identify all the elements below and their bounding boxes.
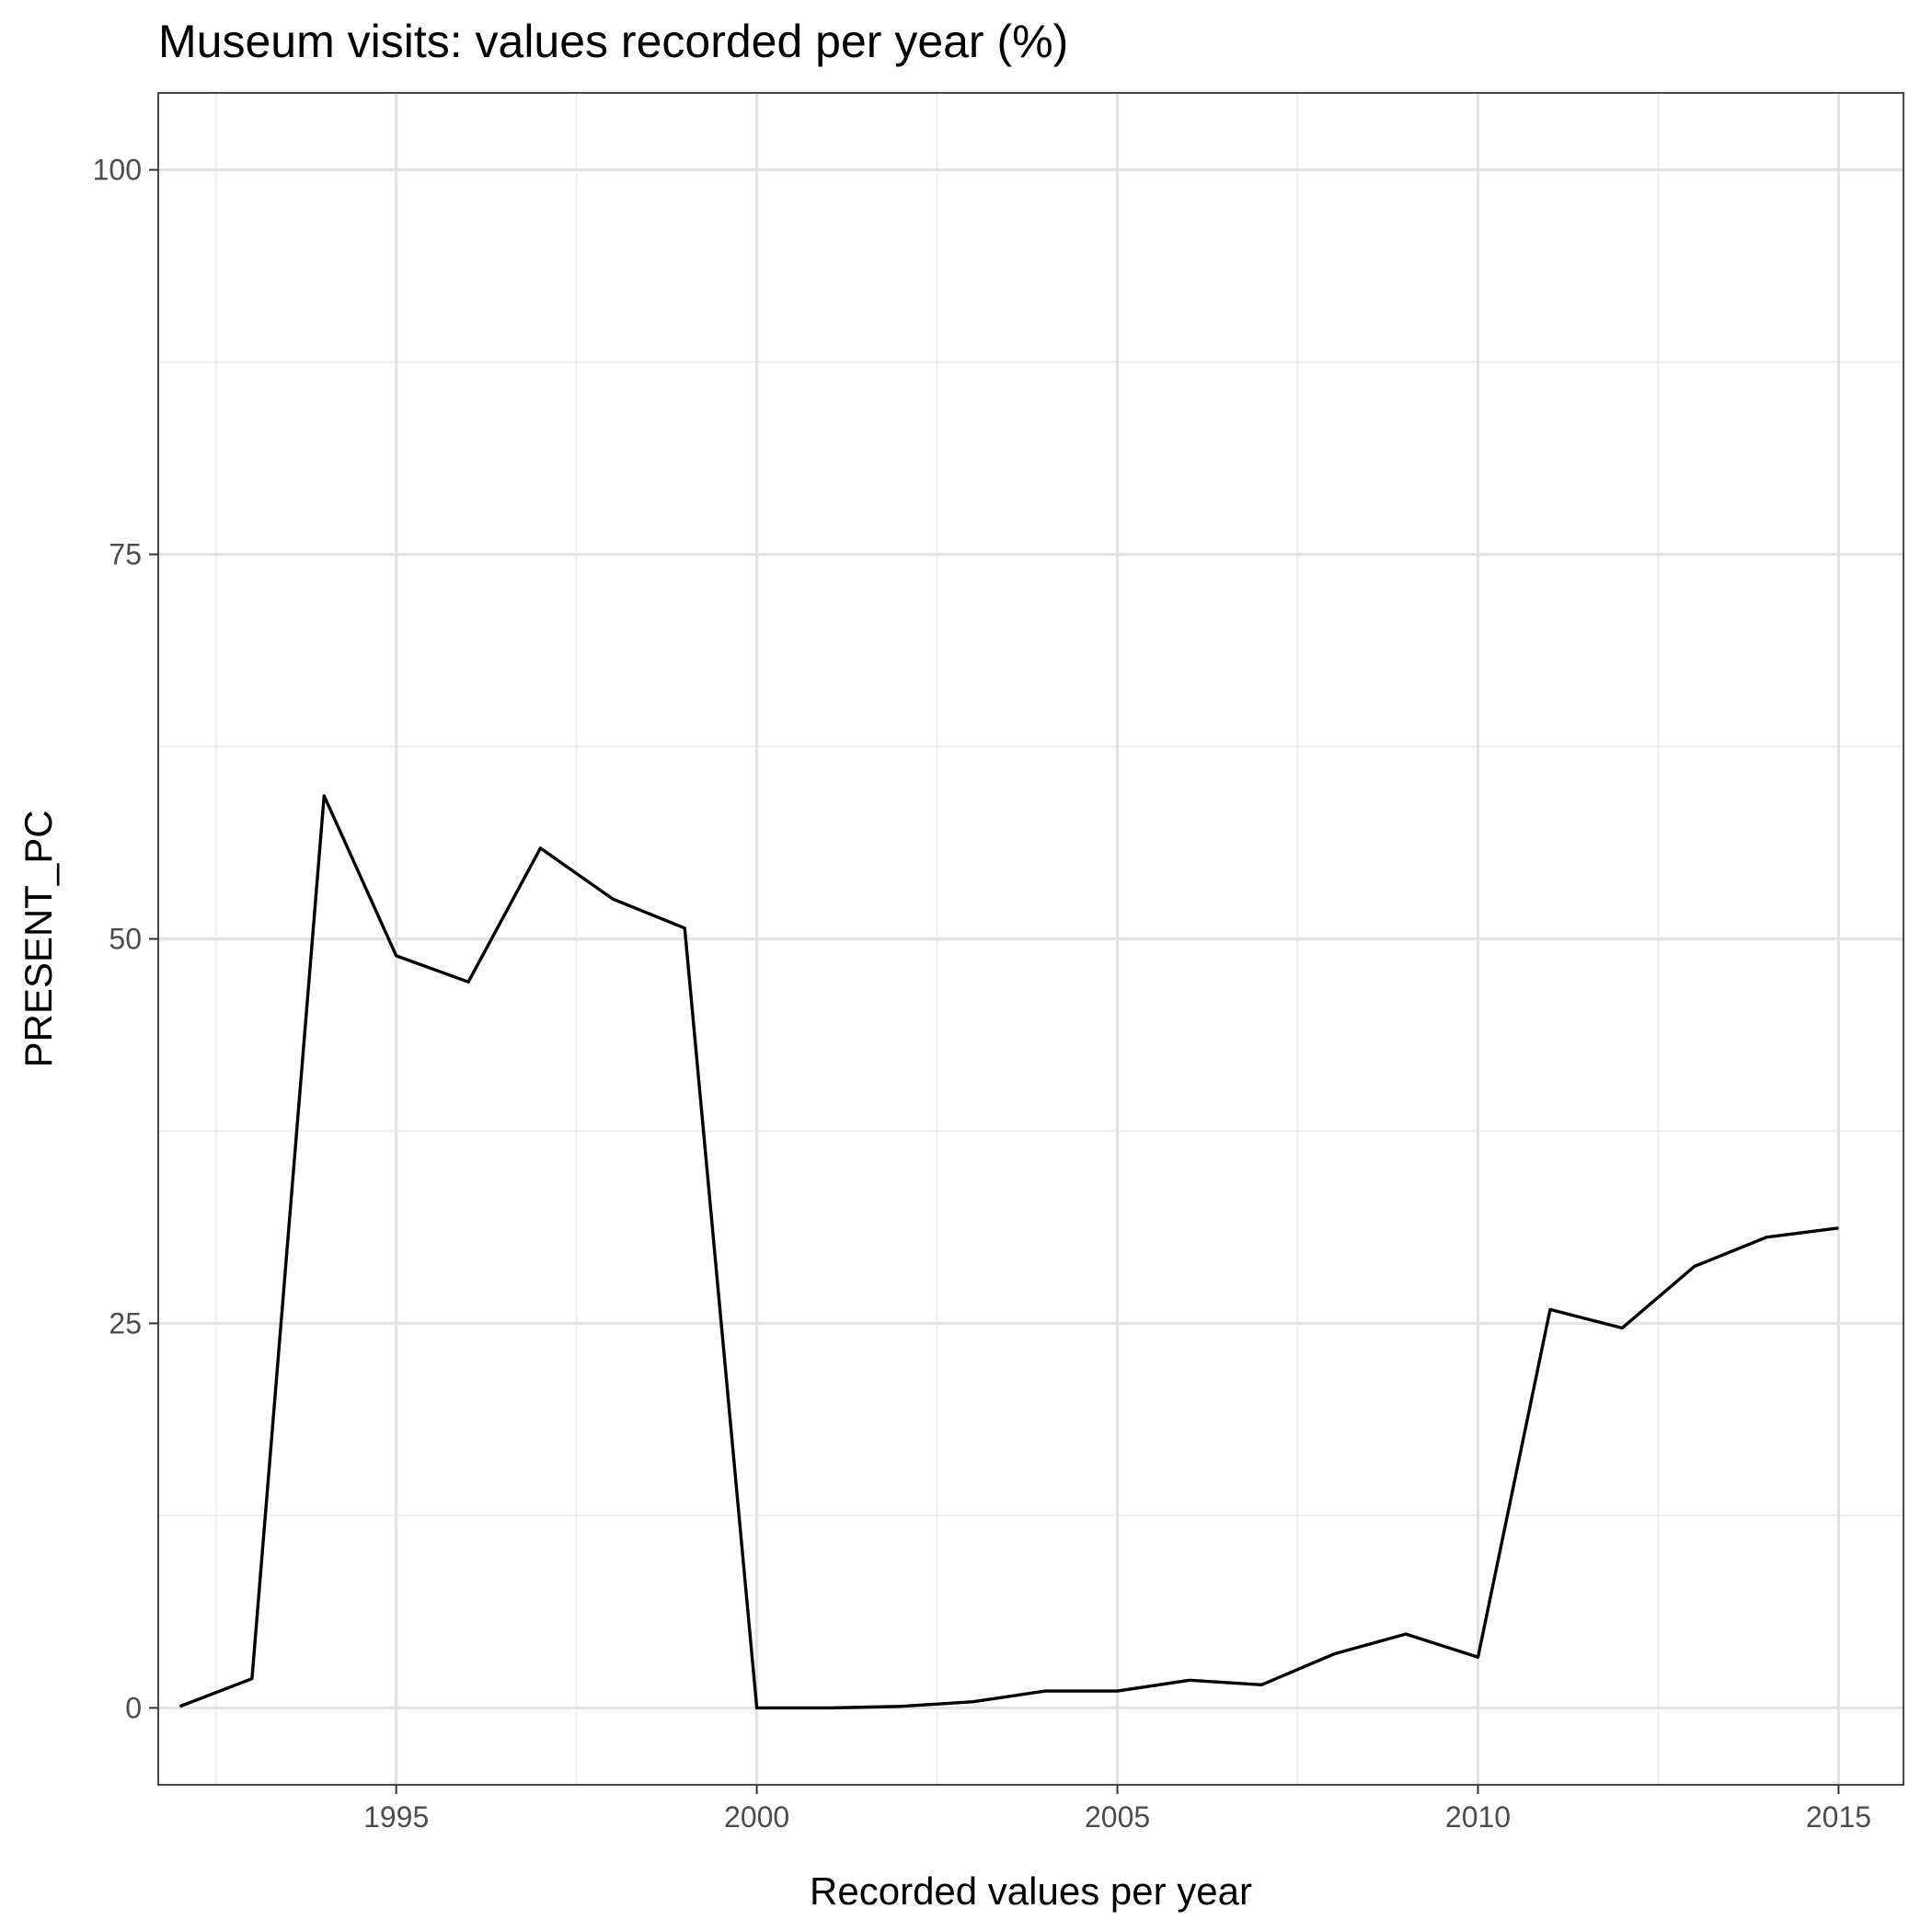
- y-tick-label: 0: [125, 1691, 142, 1724]
- data-point: [900, 1705, 903, 1708]
- x-axis: 1995 2000 2005 2010 2015: [363, 1785, 1871, 1834]
- series-layer: [178, 794, 1840, 1710]
- y-tick-label: 25: [109, 1306, 142, 1340]
- data-point: [1837, 1226, 1840, 1229]
- data-point: [827, 1707, 830, 1709]
- data-point: [1332, 1652, 1335, 1655]
- data-point: [684, 926, 686, 929]
- y-tick-label: 75: [109, 538, 142, 571]
- data-point: [395, 954, 397, 957]
- y-axis-title: PRESENT_PC: [17, 810, 60, 1067]
- data-point: [539, 846, 542, 849]
- data-point: [1621, 1327, 1624, 1329]
- data-point: [178, 1705, 181, 1708]
- chart-title: Museum visits: values recorded per year …: [158, 16, 1068, 67]
- x-tick-label: 2005: [1085, 1800, 1150, 1834]
- data-point: [1548, 1308, 1551, 1311]
- x-tick-label: 2015: [1806, 1800, 1871, 1834]
- data-point: [1260, 1684, 1263, 1686]
- x-tick-label: 2010: [1445, 1800, 1511, 1834]
- data-point: [250, 1677, 253, 1680]
- y-tick-label: 100: [93, 154, 142, 187]
- data-point: [1044, 1689, 1047, 1692]
- data-point: [1765, 1236, 1767, 1238]
- data-point: [1116, 1689, 1119, 1692]
- y-tick-label: 50: [109, 923, 142, 956]
- data-point: [1693, 1265, 1696, 1268]
- x-tick-label: 2000: [724, 1800, 789, 1834]
- x-axis-title: Recorded values per year: [810, 1869, 1252, 1913]
- x-tick-label: 1995: [363, 1800, 429, 1834]
- data-point: [972, 1700, 974, 1703]
- data-point: [755, 1707, 758, 1709]
- data-point: [611, 897, 614, 900]
- y-axis: 0 25 50 75 100: [93, 154, 158, 1724]
- data-point: [1405, 1633, 1408, 1636]
- major-gridlines: [158, 93, 1903, 1785]
- data-point: [323, 794, 326, 797]
- data-point: [466, 981, 469, 983]
- series-line-1: [178, 794, 1839, 1710]
- data-point: [1188, 1679, 1190, 1682]
- data-point: [1477, 1656, 1479, 1659]
